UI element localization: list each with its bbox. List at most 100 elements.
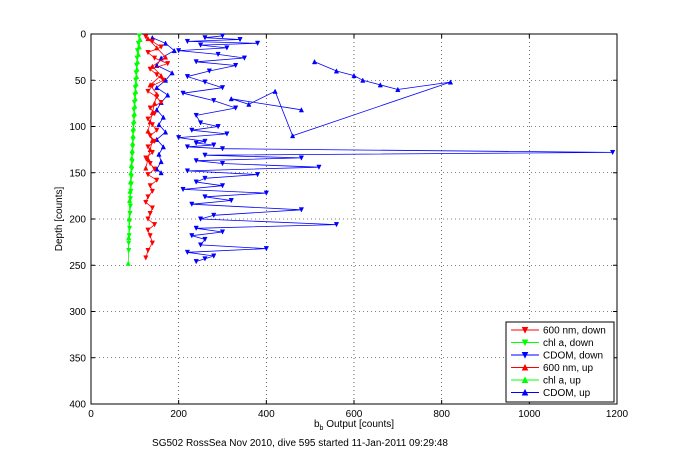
data-point	[134, 58, 141, 65]
data-point	[151, 166, 158, 172]
data-point	[154, 177, 160, 183]
data-point	[133, 88, 139, 94]
data-point	[193, 140, 199, 146]
legend-marker	[521, 339, 529, 347]
data-point	[130, 125, 137, 131]
data-point	[211, 212, 217, 219]
data-point	[360, 77, 366, 83]
data-point	[316, 164, 322, 170]
x-tick-label: 0	[88, 409, 94, 420]
data-point	[131, 110, 137, 116]
series-cdom_up_far	[228, 58, 454, 139]
y-tick-label: 100	[69, 122, 86, 133]
data-point	[136, 44, 142, 50]
data-point	[136, 33, 142, 39]
data-point	[193, 59, 199, 65]
y-tick-label: 50	[75, 76, 87, 87]
data-point	[143, 199, 149, 206]
legend-marker	[521, 376, 529, 383]
data-point	[189, 127, 195, 133]
data-point	[131, 118, 137, 124]
data-point	[197, 242, 204, 248]
data-point	[145, 216, 151, 222]
data-point	[165, 61, 171, 67]
y-tick-label: 200	[69, 215, 86, 226]
data-point	[149, 63, 155, 69]
data-point	[272, 88, 278, 94]
data-point	[351, 72, 357, 79]
data-point	[333, 222, 340, 228]
x-tick-label: 1000	[518, 409, 541, 420]
data-point	[224, 45, 230, 51]
x-tick-label: 400	[258, 409, 275, 420]
legend-label: chl a, down	[543, 338, 594, 349]
data-point	[219, 161, 226, 167]
data-point	[202, 79, 208, 85]
data-point	[145, 116, 151, 122]
data-point	[193, 112, 199, 119]
data-point	[184, 144, 191, 150]
data-point	[156, 121, 162, 128]
data-point	[211, 98, 217, 104]
data-point	[149, 137, 155, 143]
series-line-cdom_up_far	[231, 61, 451, 137]
legend-entry: chl a, down	[511, 338, 594, 349]
data-point	[126, 234, 132, 240]
data-point	[156, 151, 162, 157]
data-point	[145, 128, 151, 134]
data-point	[143, 255, 149, 261]
data-point	[254, 172, 261, 178]
data-point	[162, 54, 169, 60]
data-point	[127, 179, 134, 185]
data-point	[151, 100, 158, 106]
series-layer	[125, 33, 616, 266]
x-tick-label: 800	[433, 409, 450, 420]
data-point	[447, 79, 454, 85]
data-point	[219, 146, 226, 152]
data-point	[219, 33, 226, 39]
data-point	[189, 233, 195, 239]
data-point	[233, 105, 239, 111]
data-point	[145, 50, 151, 56]
data-point	[126, 216, 132, 222]
data-point	[202, 256, 208, 262]
legend-marker	[521, 388, 529, 396]
data-point	[149, 205, 155, 211]
data-point	[147, 211, 153, 217]
data-point	[202, 138, 208, 145]
data-point	[215, 124, 221, 130]
grid-lines	[91, 34, 617, 404]
data-point	[129, 147, 135, 153]
data-point	[224, 131, 230, 137]
data-point	[137, 36, 143, 42]
data-point	[180, 90, 186, 96]
data-point	[395, 86, 401, 92]
legend-label: 600 nm, up	[543, 363, 593, 374]
data-point	[377, 82, 383, 88]
data-point	[233, 63, 239, 69]
data-point	[149, 38, 155, 45]
data-point	[154, 127, 160, 133]
legend-marker	[521, 363, 529, 371]
data-point	[184, 74, 191, 80]
data-point	[241, 55, 248, 61]
series-cdom_down	[176, 33, 616, 265]
data-point	[126, 197, 133, 203]
data-point	[132, 95, 138, 102]
data-point	[130, 132, 136, 139]
data-point	[193, 179, 199, 185]
y-tick-label: 250	[69, 261, 86, 272]
data-point	[237, 37, 243, 43]
data-point	[133, 73, 140, 79]
data-point	[149, 188, 155, 195]
data-point	[132, 103, 138, 109]
data-point	[184, 249, 191, 256]
data-point	[184, 38, 191, 45]
legend-label: 600 nm, down	[543, 326, 606, 337]
data-point	[298, 207, 305, 213]
data-point	[162, 40, 169, 46]
data-point	[154, 107, 160, 113]
data-point	[154, 45, 160, 51]
data-point	[158, 169, 164, 176]
